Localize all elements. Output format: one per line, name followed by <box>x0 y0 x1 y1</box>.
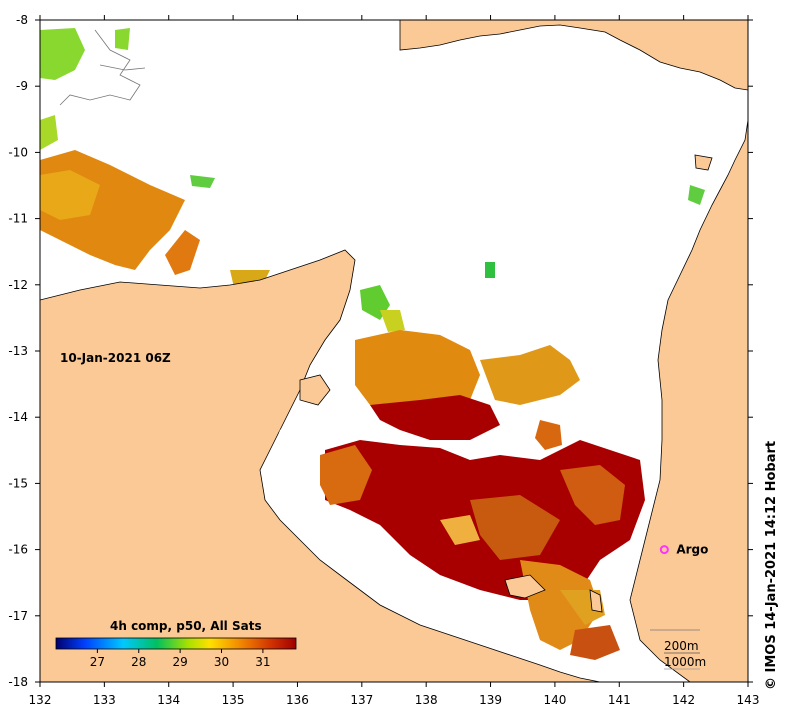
argo-float-icon <box>659 545 669 555</box>
x-tick-label: 138 <box>415 693 438 707</box>
depth-contours <box>59 29 700 631</box>
colorbar-tick-label: 29 <box>172 655 187 669</box>
x-tick-label: 137 <box>350 693 373 707</box>
x-tick-label: 136 <box>286 693 309 707</box>
contour-legend: 200m 1000m <box>664 639 706 670</box>
x-tick-label: 133 <box>93 693 116 707</box>
x-tick-label: 139 <box>479 693 502 707</box>
y-tick-label: -9 <box>16 79 28 93</box>
argo-label: Argo <box>676 543 708 557</box>
y-tick-label: -17 <box>8 609 28 623</box>
x-tick-label: 134 <box>157 693 180 707</box>
colorbar: 4h comp, p50, All Sats 27 28 29 30 31 <box>55 619 297 669</box>
y-tick-label: -10 <box>8 145 28 159</box>
colorbar-tick-label: 27 <box>90 655 105 669</box>
y-tick-label: -18 <box>8 675 28 689</box>
coastal-water <box>270 415 560 662</box>
x-tick-label: 140 <box>543 693 566 707</box>
sst-data-layer <box>40 28 705 660</box>
y-axis: -8 -9 -10 -11 -12 -13 -14 -15 -16 -17 -18 <box>8 13 753 689</box>
colorbar-tick-label: 31 <box>255 655 270 669</box>
contour-label-1000: 1000m <box>664 655 706 669</box>
x-axis: 132 133 134 135 136 137 138 139 140 141 142 143 <box>29 15 760 707</box>
argo-float: Argo <box>659 543 708 557</box>
land-layer <box>40 20 748 682</box>
y-tick-label: -16 <box>8 543 28 557</box>
composite-label: 4h comp, p50, All Sats <box>110 619 262 633</box>
x-tick-label: 132 <box>29 693 52 707</box>
colorbar-ticks: 27 28 29 30 31 <box>90 649 271 669</box>
contour-label-200: 200m <box>664 639 699 653</box>
x-tick-label: 141 <box>608 693 631 707</box>
colorbar-gradient <box>55 637 297 650</box>
y-tick-label: -11 <box>8 212 28 226</box>
map-layers <box>40 20 748 682</box>
x-tick-label: 142 <box>672 693 695 707</box>
y-tick-label: -15 <box>8 476 28 490</box>
x-tick-label: 143 <box>737 693 760 707</box>
y-tick-label: -14 <box>8 410 28 424</box>
colorbar-tick-label: 30 <box>214 655 229 669</box>
y-tick-label: -13 <box>8 344 28 358</box>
date-label: 10-Jan-2021 06Z <box>60 351 171 365</box>
x-tick-label: 135 <box>222 693 245 707</box>
y-tick-label: -12 <box>8 278 28 292</box>
y-tick-label: -8 <box>16 13 28 27</box>
credit-text: © IMOS 14-Jan-2021 14:12 Hobart <box>764 440 779 690</box>
colorbar-tick-label: 28 <box>131 655 146 669</box>
